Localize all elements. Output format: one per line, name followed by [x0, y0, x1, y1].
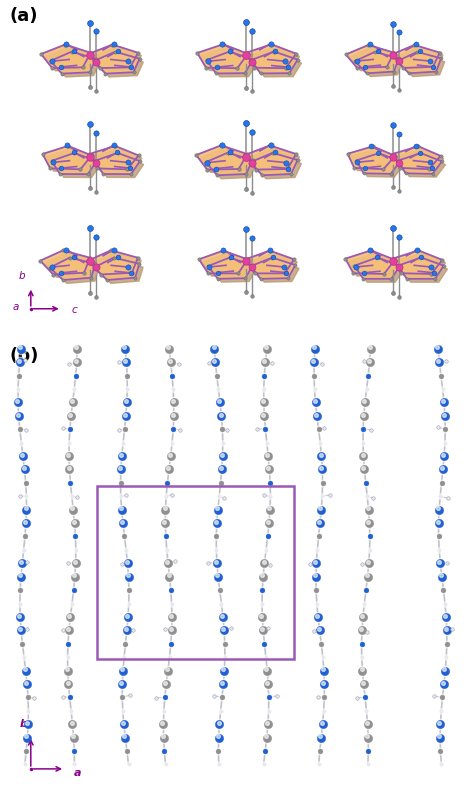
Polygon shape: [251, 257, 295, 279]
Polygon shape: [395, 48, 443, 71]
Polygon shape: [401, 56, 445, 76]
Polygon shape: [200, 148, 251, 172]
Polygon shape: [207, 52, 253, 73]
Polygon shape: [98, 261, 143, 283]
Polygon shape: [52, 153, 97, 174]
Polygon shape: [251, 152, 298, 175]
Polygon shape: [245, 145, 296, 170]
Polygon shape: [92, 48, 141, 71]
Polygon shape: [40, 250, 90, 275]
Polygon shape: [46, 148, 95, 172]
Polygon shape: [201, 47, 251, 71]
Polygon shape: [98, 55, 143, 77]
Polygon shape: [349, 253, 398, 276]
Polygon shape: [358, 261, 404, 282]
Polygon shape: [212, 261, 256, 282]
Text: a: a: [73, 768, 81, 777]
Polygon shape: [359, 56, 402, 76]
Polygon shape: [402, 156, 446, 177]
Polygon shape: [88, 250, 138, 275]
Polygon shape: [255, 261, 299, 282]
Bar: [97, 486, 294, 659]
Polygon shape: [210, 55, 257, 77]
Polygon shape: [255, 156, 301, 179]
Polygon shape: [396, 253, 446, 276]
Polygon shape: [355, 257, 400, 279]
Polygon shape: [349, 48, 397, 71]
Polygon shape: [202, 253, 251, 276]
Polygon shape: [55, 55, 100, 77]
Polygon shape: [398, 257, 444, 279]
Polygon shape: [393, 250, 442, 274]
Polygon shape: [393, 146, 440, 169]
Polygon shape: [249, 47, 300, 71]
Polygon shape: [246, 44, 296, 68]
Polygon shape: [346, 250, 395, 274]
Polygon shape: [402, 261, 447, 282]
Text: c: c: [71, 306, 77, 315]
Polygon shape: [206, 152, 253, 175]
Polygon shape: [356, 153, 400, 174]
Polygon shape: [208, 257, 253, 279]
Polygon shape: [90, 146, 138, 169]
Polygon shape: [93, 148, 142, 172]
Text: (a): (a): [9, 7, 38, 25]
Polygon shape: [196, 145, 247, 170]
Polygon shape: [398, 153, 442, 174]
Polygon shape: [249, 253, 297, 276]
Polygon shape: [51, 52, 96, 74]
Polygon shape: [210, 156, 256, 179]
Text: (b): (b): [9, 347, 39, 364]
Polygon shape: [55, 156, 100, 178]
Polygon shape: [41, 44, 91, 68]
Text: b: b: [19, 271, 26, 281]
Polygon shape: [392, 45, 440, 68]
Text: a: a: [12, 302, 19, 312]
Polygon shape: [99, 156, 144, 178]
Polygon shape: [45, 48, 94, 71]
Polygon shape: [346, 45, 394, 68]
Polygon shape: [197, 44, 248, 68]
Polygon shape: [355, 52, 399, 73]
Polygon shape: [199, 251, 247, 273]
Polygon shape: [50, 257, 95, 280]
Polygon shape: [94, 257, 139, 280]
Polygon shape: [95, 153, 140, 174]
Polygon shape: [89, 44, 138, 68]
Polygon shape: [54, 261, 99, 283]
Polygon shape: [396, 149, 444, 172]
Polygon shape: [351, 149, 398, 172]
Polygon shape: [360, 156, 404, 177]
Polygon shape: [94, 52, 139, 74]
Polygon shape: [248, 148, 300, 172]
Polygon shape: [246, 251, 294, 273]
Polygon shape: [91, 253, 141, 277]
Polygon shape: [44, 253, 93, 277]
Text: b: b: [20, 719, 27, 729]
Polygon shape: [255, 55, 301, 77]
Polygon shape: [251, 52, 298, 73]
Polygon shape: [347, 146, 395, 169]
Polygon shape: [43, 146, 91, 169]
Polygon shape: [397, 52, 441, 73]
